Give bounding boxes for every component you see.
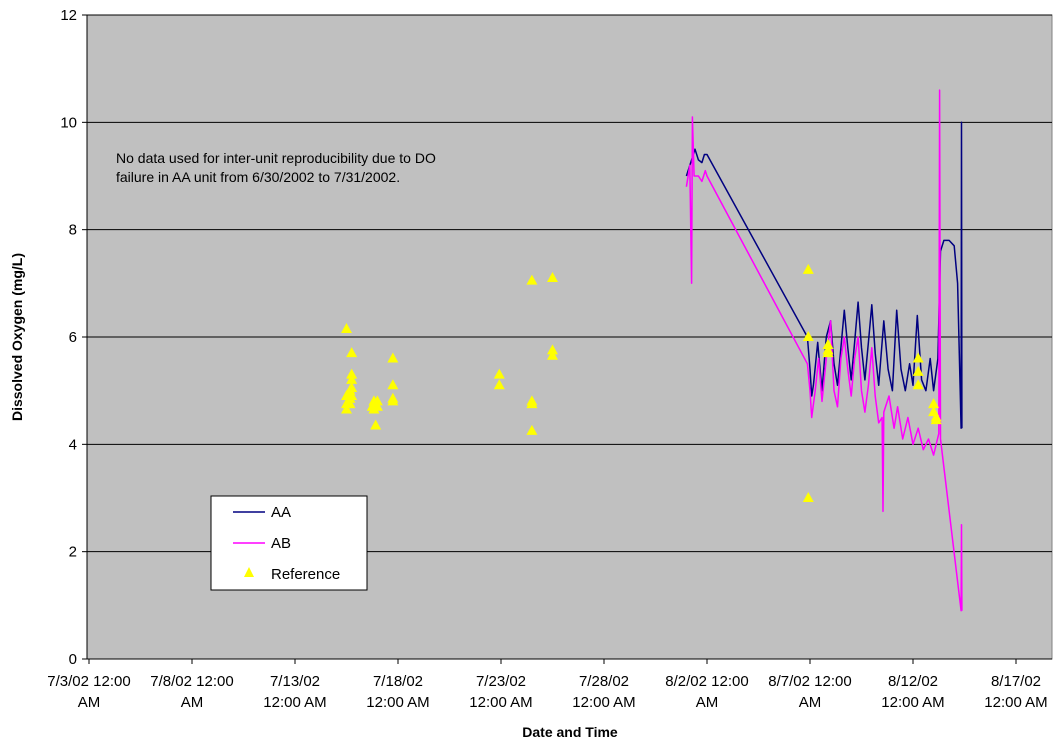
x-tick-label-9-line2: 12:00 AM xyxy=(984,694,1047,711)
x-tick-label-6-line2: AM xyxy=(696,694,719,711)
series-line-ab xyxy=(685,89,963,612)
reference-point-39 xyxy=(912,365,924,376)
reference-point-20 xyxy=(387,379,399,390)
x-axis-ticks: 7/3/02 12:00 AM 7/8/02 12:00 AM 7/13/02 12:00… xyxy=(47,659,1048,711)
legend-label-reference: Reference xyxy=(271,566,340,583)
reference-point-31 xyxy=(547,349,558,360)
reference-point-3 xyxy=(341,403,352,414)
reference-point-32 xyxy=(802,263,814,274)
reference-point-37 xyxy=(822,347,834,358)
reference-point-35 xyxy=(822,339,834,350)
x-tick-label-5-line1: 7/28/02 xyxy=(579,673,629,690)
annotation-line-2: failure in AA unit from 6/30/2002 to 7/3… xyxy=(116,169,400,185)
reference-point-0 xyxy=(341,322,352,333)
reference-point-16 xyxy=(370,419,382,430)
y-tick-label-3: 6 xyxy=(69,329,77,346)
y-tick-label-6: 12 xyxy=(60,7,77,24)
reference-point-23 xyxy=(493,368,505,379)
series-layer xyxy=(341,89,963,612)
x-tick-label-6-line1: 8/2/02 12:00 xyxy=(665,673,748,690)
x-tick-label-8-line1: 8/12/02 xyxy=(888,673,938,690)
x-tick-label-0-line2: AM xyxy=(78,694,101,711)
reference-point-19 xyxy=(387,352,399,363)
x-tick-label-7-line2: AM xyxy=(799,694,822,711)
reference-point-11 xyxy=(346,390,358,401)
reference-point-34 xyxy=(802,492,814,502)
x-axis-title: Date and Time xyxy=(522,724,618,740)
reference-point-33 xyxy=(802,331,814,341)
y-axis-ticks: 0 2 4 6 8 10 12 xyxy=(60,7,87,668)
legend-swatch-reference xyxy=(244,567,254,577)
reference-point-9 xyxy=(346,373,358,384)
series-line-aa xyxy=(685,121,963,429)
reference-point-44 xyxy=(930,414,942,425)
y-tick-label-2: 4 xyxy=(69,436,77,453)
x-tick-label-3-line2: 12:00 AM xyxy=(366,694,429,711)
y-tick-label-1: 2 xyxy=(69,544,77,561)
reference-point-8 xyxy=(346,368,358,379)
legend-label-ab: AB xyxy=(271,535,291,552)
x-tick-label-4-line1: 7/23/02 xyxy=(476,673,526,690)
x-tick-label-2-line2: 12:00 AM xyxy=(263,694,326,711)
reference-point-22 xyxy=(387,395,399,406)
x-tick-label-8-line2: 12:00 AM xyxy=(881,694,944,711)
reference-point-41 xyxy=(928,398,940,409)
x-tick-label-0-line1: 7/3/02 12:00 xyxy=(47,673,130,690)
x-tick-label-7-line1: 8/7/02 12:00 xyxy=(768,673,851,690)
reference-point-24 xyxy=(493,379,505,390)
reference-point-38 xyxy=(912,352,924,363)
annotation-line-1: No data used for inter-unit reproducibil… xyxy=(116,150,436,166)
reference-point-40 xyxy=(912,379,924,390)
reference-point-25 xyxy=(526,274,538,285)
y-tick-label-0: 0 xyxy=(69,651,77,668)
reference-point-6 xyxy=(344,398,356,409)
x-tick-label-2-line1: 7/13/02 xyxy=(270,673,320,690)
legend-label-aa: AA xyxy=(271,504,291,521)
reference-point-7 xyxy=(346,347,358,358)
x-tick-label-5-line2: 12:00 AM xyxy=(572,694,635,711)
reference-point-27 xyxy=(526,398,538,409)
x-tick-label-3-line1: 7/18/02 xyxy=(373,673,423,690)
reference-point-10 xyxy=(346,381,358,392)
x-tick-label-1-line1: 7/8/02 12:00 xyxy=(150,673,233,690)
x-tick-label-1-line2: AM xyxy=(181,694,204,711)
reference-point-17 xyxy=(371,395,383,406)
x-tick-label-9-line1: 8/17/02 xyxy=(991,673,1041,690)
y-axis-title: Dissolved Oxygen (mg/L) xyxy=(9,253,25,421)
legend: AA AB Reference xyxy=(210,495,368,591)
reference-point-30 xyxy=(547,344,558,355)
y-tick-label-5: 10 xyxy=(60,114,77,131)
x-tick-label-4-line2: 12:00 AM xyxy=(469,694,532,711)
y-tick-label-4: 8 xyxy=(69,222,77,239)
reference-point-18 xyxy=(371,400,383,411)
reference-point-28 xyxy=(526,424,538,435)
reference-point-29 xyxy=(547,271,558,282)
